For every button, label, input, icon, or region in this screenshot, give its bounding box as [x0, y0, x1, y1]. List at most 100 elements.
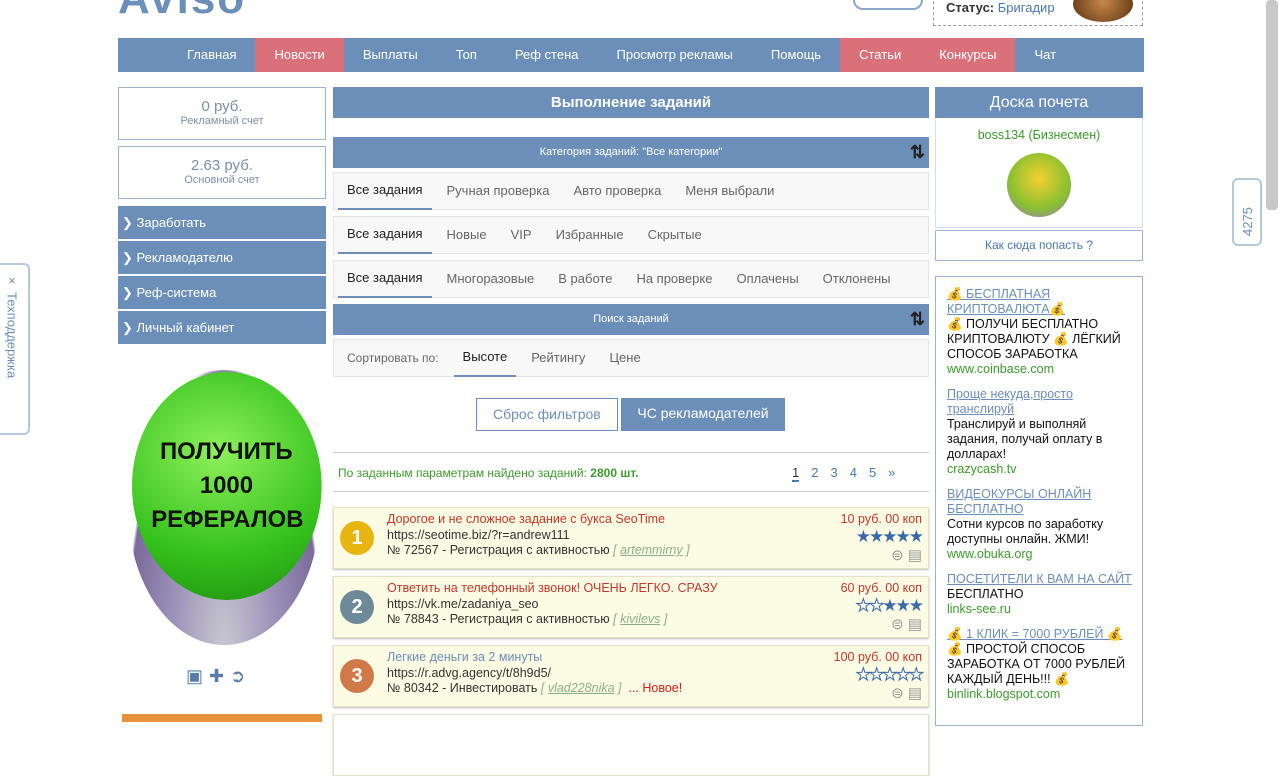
leader-avatar[interactable] — [1007, 153, 1071, 217]
ad-title[interactable]: 💰 1 КЛИК = 7000 РУБЛЕЙ 💰 — [947, 627, 1123, 641]
nav-item[interactable]: Главная — [187, 47, 237, 62]
ad-url[interactable]: www.coinbase.com — [947, 362, 1054, 376]
nav-item[interactable]: Помощь — [770, 47, 822, 62]
menu-cabinet[interactable]: ❯ Личный кабинет — [118, 311, 326, 344]
ad-title[interactable]: ПОСЕТИТЕЛИ К ВАМ НА САЙТ — [947, 572, 1132, 586]
scrollbar[interactable] — [1266, 0, 1278, 210]
sort-price[interactable]: Цене — [609, 350, 641, 365]
nav-item[interactable]: Топ — [455, 47, 477, 62]
tab[interactable]: На проверке — [636, 271, 713, 286]
sort-rating[interactable]: Рейтингу — [531, 350, 586, 365]
nav-item[interactable]: Выплаты — [362, 47, 418, 62]
sort-toggle-icon[interactable]: ⇅ — [909, 142, 925, 162]
task-item[interactable]: 3 Легкие деньги за 2 минуты https://r.advg… — [333, 645, 929, 707]
task-author[interactable]: vlad228nika — [547, 681, 615, 695]
task-title[interactable]: Ответить на телефонный звонок! ОЧЕНЬ ЛЕГ… — [387, 581, 718, 595]
site-logo[interactable]: Aviso — [118, 0, 246, 24]
ad-title[interactable]: Проще некуда,просто транслируй — [947, 387, 1073, 416]
star-icon: ★ — [868, 665, 884, 685]
sort-row: Сортировать по: Высоте Рейтингу Цене — [333, 339, 929, 377]
ad-title[interactable]: 💰 БЕСПЛАТНАЯ КРИПТОВАЛЮТА💰 — [947, 287, 1066, 316]
plus-icon[interactable]: ✚ — [209, 666, 231, 686]
edit-icon[interactable]: ▤ — [907, 685, 922, 702]
nav-item[interactable]: Статьи — [840, 38, 921, 72]
category-bar[interactable]: Категория заданий: "Все категории" ⇅ — [333, 137, 929, 168]
nav-item[interactable]: Просмотр рекламы — [616, 47, 733, 62]
main-account-box[interactable]: 2.63 руб. Основной счет — [118, 146, 326, 199]
search-bar[interactable]: Поиск заданий ⇅ — [333, 304, 929, 335]
page-link[interactable]: 1 — [792, 465, 800, 482]
support-tab[interactable]: × Техподдержка — [0, 263, 30, 435]
leader-name[interactable]: boss134 (Бизнесмен) — [977, 128, 1101, 142]
task-item[interactable]: 1 Дорогое и не сложное задание с букса Se… — [333, 507, 929, 569]
hide-icon[interactable]: ⊜ — [891, 685, 904, 702]
tab[interactable]: Новые — [446, 227, 487, 242]
tab[interactable]: Ручная проверка — [446, 183, 550, 198]
status-value[interactable]: Бригадир — [997, 0, 1055, 15]
tab[interactable]: Авто проверка — [573, 183, 662, 198]
sort-height[interactable]: Высоте — [453, 339, 517, 377]
arrow-circle-icon[interactable]: ➲ — [230, 666, 252, 686]
task-item[interactable]: 2 Ответить на телефонный звонок! ОЧЕНЬ ЛЕ… — [333, 576, 929, 638]
nav-item[interactable]: Новости — [255, 38, 344, 72]
edit-icon[interactable]: ▤ — [907, 616, 922, 633]
page-link[interactable]: 4 — [849, 465, 857, 480]
ad-url[interactable]: links-see.ru — [947, 602, 1011, 616]
header-button[interactable] — [853, 0, 923, 10]
page-link[interactable]: 3 — [830, 465, 838, 480]
tab[interactable]: Все задания — [338, 172, 432, 210]
ad-item[interactable]: ПОСЕТИТЕЛИ К ВАМ НА САЙТ БЕСПЛАТНО links-s… — [947, 572, 1134, 617]
page-link[interactable]: » — [888, 465, 896, 480]
tab[interactable]: Избранные — [555, 227, 624, 242]
tab[interactable]: В работе — [558, 271, 613, 286]
tab[interactable]: Все задания — [338, 216, 432, 254]
nav-item[interactable]: Чат — [1034, 47, 1057, 62]
star-icon: ★ — [855, 527, 871, 546]
tab[interactable]: Многоразовые — [446, 271, 535, 286]
tab[interactable]: VIP — [510, 227, 532, 242]
blacklist-button[interactable]: ЧС рекламодателей — [621, 398, 785, 431]
star-icon: ★ — [882, 527, 897, 546]
support-label: Техподдержка — [4, 291, 20, 378]
menu-ref-system[interactable]: ❯ Реф-система — [118, 276, 326, 309]
tab[interactable]: Оплачены — [736, 271, 799, 286]
ad-item[interactable]: Проще некуда,просто транслируй Транслируй… — [947, 387, 1134, 477]
ad-url[interactable]: www.obuka.org — [947, 547, 1033, 561]
task-author[interactable]: artemmirny — [620, 543, 683, 557]
support-close-icon[interactable]: × — [4, 273, 20, 288]
page-link[interactable]: 5 — [868, 465, 877, 480]
ad-url[interactable]: crazycash.tv — [947, 462, 1017, 476]
hide-icon[interactable]: ⊜ — [891, 616, 904, 633]
tab[interactable]: Скрытые — [647, 227, 702, 242]
user-avatar[interactable] — [1073, 0, 1133, 22]
ad-item[interactable]: 💰 1 КЛИК = 7000 РУБЛЕЙ 💰 💰 ПРОСТОЙ СПОСОБ… — [947, 627, 1134, 702]
sort-toggle-icon[interactable]: ⇅ — [909, 309, 925, 329]
tab[interactable]: Отклонены — [822, 271, 891, 286]
page-link[interactable]: 2 — [811, 465, 819, 480]
image-icon[interactable]: ▣ — [186, 666, 210, 686]
ad-title[interactable]: ВИДЕОКУРСЫ ОНЛАЙН БЕСПЛАТНО — [947, 487, 1092, 516]
menu-earn[interactable]: ❯ Заработать — [118, 206, 326, 239]
tab[interactable]: Меня выбрали — [685, 183, 775, 198]
referrals-banner[interactable]: ПОЛУЧИТЬ 1000 РЕФЕРАЛОВ — [132, 372, 322, 600]
nav-item[interactable]: Конкурсы — [920, 38, 1016, 72]
reset-filters-button[interactable]: Сброс фильтров — [476, 398, 618, 431]
task-author[interactable]: kivilevs — [620, 612, 661, 626]
task-item[interactable] — [333, 714, 929, 776]
search-label: Поиск заданий — [593, 313, 669, 325]
menu-advertiser[interactable]: ❯ Рекламодателю — [118, 241, 326, 274]
ad-account-box[interactable]: 0 руб. Рекламный счет — [118, 87, 326, 140]
ad-url[interactable]: binlink.blogspot.com — [947, 687, 1061, 701]
ad-item[interactable]: ВИДЕОКУРСЫ ОНЛАЙН БЕСПЛАТНО Сотни курсов … — [947, 487, 1134, 562]
how-to-get-here-link[interactable]: Как сюда попасть ? — [935, 230, 1143, 261]
tab[interactable]: Все задания — [338, 260, 432, 298]
online-counter-tab[interactable]: 4275 — [1232, 178, 1262, 246]
edit-icon[interactable]: ▤ — [907, 547, 922, 564]
ad-desc: 💰 ПРОСТОЙ СПОСОБ ЗАРАБОТКА ОТ 7000 РУБЛЕ… — [947, 642, 1126, 686]
page-title: Выполнение заданий — [333, 87, 929, 118]
task-title[interactable]: Дорогое и не сложное задание с букса Seo… — [387, 512, 665, 526]
ad-item[interactable]: 💰 БЕСПЛАТНАЯ КРИПТОВАЛЮТА💰 💰 ПОЛУЧИ БЕСПЛ… — [947, 287, 1134, 377]
task-title[interactable]: Легкие деньги за 2 минуты — [387, 650, 543, 664]
hide-icon[interactable]: ⊜ — [891, 547, 904, 564]
nav-item[interactable]: Реф стена — [514, 47, 579, 62]
